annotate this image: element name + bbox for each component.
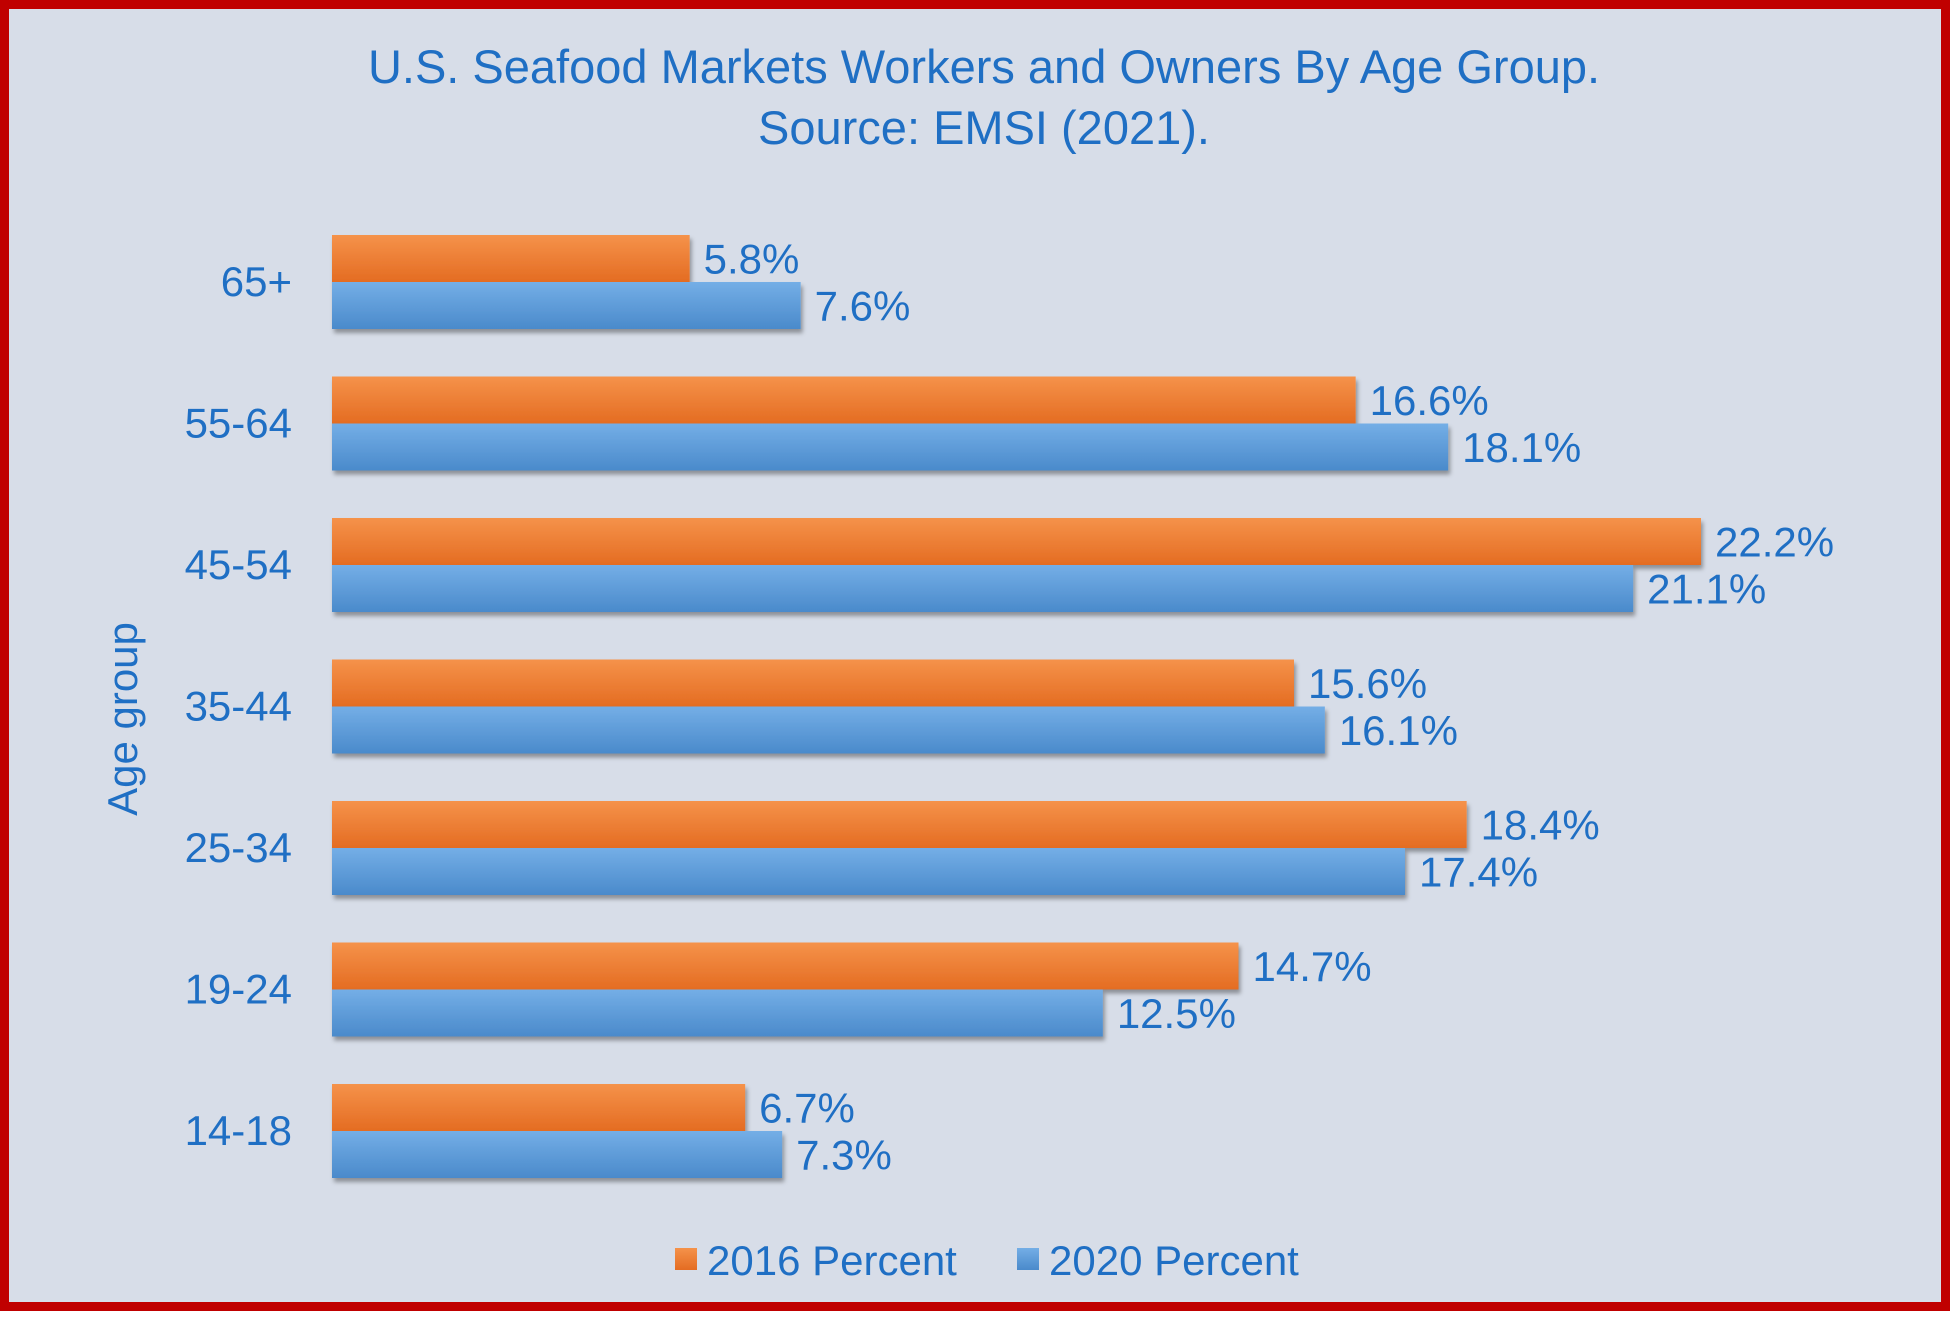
bar-2016-55-64 [332, 376, 1356, 424]
y-axis-title: Age group [99, 622, 146, 816]
legend-label-2016: 2016 Percent [707, 1237, 957, 1284]
category-label-19-24: 19-24 [185, 966, 292, 1013]
category-label-25-34: 25-34 [185, 824, 292, 871]
data-label-2020-19-24: 12.5% [1117, 990, 1236, 1037]
data-label-2020-65+: 7.6% [815, 283, 911, 330]
data-label-2020-25-34: 17.4% [1419, 849, 1538, 896]
data-label-2016-65+: 5.8% [704, 236, 800, 283]
bar-chart: U.S. Seafood Markets Workers and Owners … [99, 40, 1834, 1284]
bar-2020-55-64 [332, 423, 1449, 471]
bar-2016-25-34 [332, 801, 1467, 848]
bar-2020-45-54 [332, 565, 1634, 612]
bar-2016-14-18 [332, 1084, 746, 1131]
category-label-55-64: 55-64 [185, 400, 292, 447]
bar-2020-65+ [332, 282, 801, 329]
category-label-45-54: 45-54 [185, 541, 292, 588]
legend-swatch-2016 [675, 1248, 697, 1270]
bar-2020-25-34 [332, 848, 1405, 895]
data-label-2020-14-18: 7.3% [796, 1132, 892, 1179]
bar-2016-35-44 [332, 659, 1294, 707]
data-label-2020-45-54: 21.1% [1647, 566, 1766, 613]
legend: 2016 Percent 2020 Percent [675, 1237, 1299, 1284]
bars-group: 65+ 5.8% 7.6% 55-64 16.6%18.1% 45-54 22.2%21.1… [185, 235, 1834, 1179]
data-label-2016-35-44: 15.6% [1308, 660, 1427, 707]
bar-2020-19-24 [332, 989, 1103, 1037]
data-label-2020-35-44: 16.1% [1339, 707, 1458, 754]
category-label-35-44: 35-44 [185, 683, 292, 730]
bar-2020-14-18 [332, 1131, 783, 1178]
chart-title-line-2: Source: EMSI (2021). [758, 101, 1210, 154]
data-label-2016-25-34: 18.4% [1481, 802, 1600, 849]
bar-2016-45-54 [332, 518, 1701, 565]
chart-title-line-1: U.S. Seafood Markets Workers and Owners … [368, 40, 1600, 93]
bar-2020-35-44 [332, 706, 1325, 754]
data-label-2020-55-64: 18.1% [1462, 424, 1581, 471]
data-label-2016-55-64: 16.6% [1370, 377, 1489, 424]
bar-2016-65+ [332, 235, 690, 282]
data-label-2016-45-54: 22.2% [1715, 519, 1834, 566]
category-label-14-18: 14-18 [185, 1107, 292, 1154]
data-label-2016-19-24: 14.7% [1253, 943, 1372, 990]
category-label-65+: 65+ [221, 258, 292, 305]
data-label-2016-14-18: 6.7% [759, 1085, 855, 1132]
bar-2016-19-24 [332, 942, 1239, 990]
legend-label-2020: 2020 Percent [1049, 1237, 1299, 1284]
legend-swatch-2020 [1017, 1248, 1039, 1270]
